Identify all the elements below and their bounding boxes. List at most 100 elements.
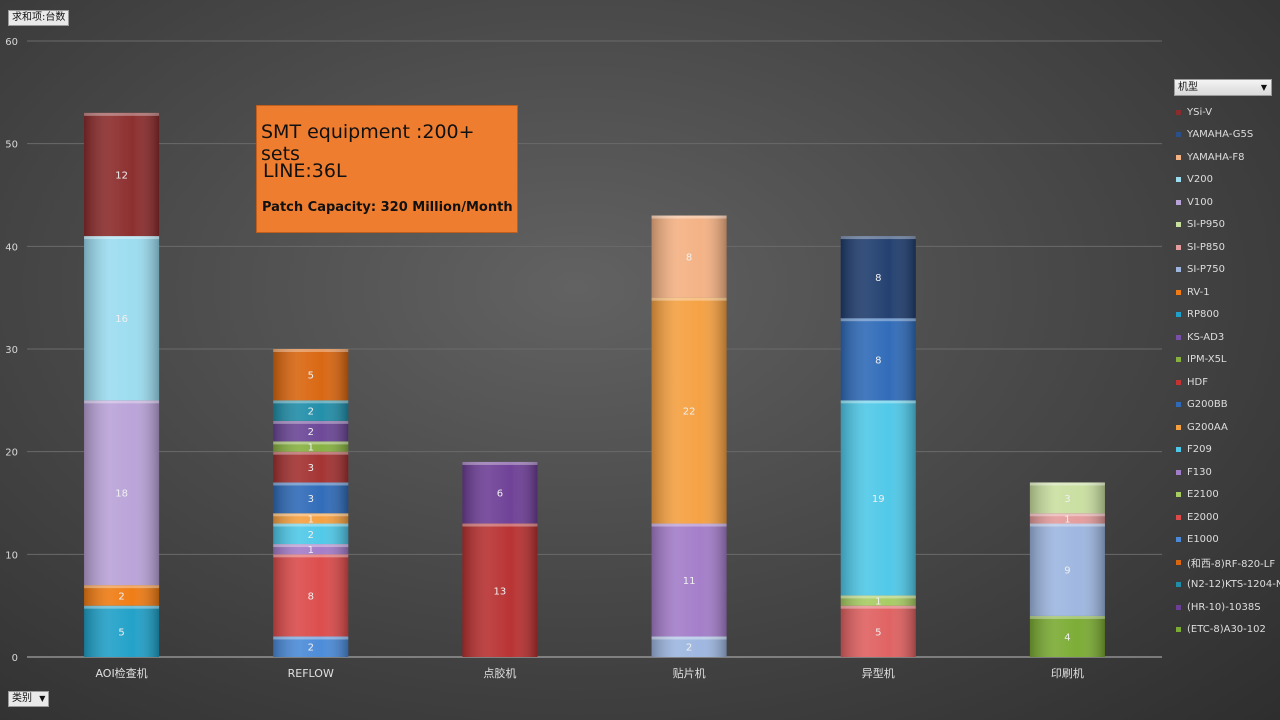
bar-segment-shading	[273, 513, 349, 524]
legend-item: IPM-X5L	[1176, 349, 1280, 372]
legend-item: SI-P850	[1176, 236, 1280, 259]
y-tick-label: 60	[5, 37, 18, 48]
legend-item: SI-P750	[1176, 259, 1280, 282]
bar-segment-highlight	[1029, 523, 1105, 527]
bar-segment-shading	[840, 595, 916, 606]
legend-swatch	[1176, 177, 1181, 183]
legend-item: E2100	[1176, 484, 1280, 507]
legend-swatch	[1176, 312, 1181, 318]
data-label: 8	[875, 273, 881, 284]
legend-swatch	[1176, 627, 1181, 633]
legend-item: YAMAHA-F8	[1176, 146, 1280, 169]
bar-segment-shading	[273, 420, 349, 442]
bar-segment-shading	[840, 236, 916, 319]
legend-item: (HR-10)-1038S	[1176, 596, 1280, 619]
data-label: 8	[875, 355, 881, 366]
data-label: 5	[118, 627, 124, 638]
bar-segment-shading	[273, 636, 349, 657]
legend-item: (和西-8)RF-820-LF	[1176, 551, 1280, 574]
data-label: 1	[1064, 514, 1070, 525]
legend-label: RV-1	[1187, 286, 1210, 298]
legend-swatch	[1176, 492, 1181, 498]
legend-item: E1000	[1176, 529, 1280, 552]
y-tick-label: 20	[5, 448, 18, 459]
legend-label: G200AA	[1187, 421, 1228, 433]
data-label: 1	[308, 443, 314, 454]
legend-label: E2000	[1187, 511, 1219, 523]
legend-swatch	[1176, 514, 1181, 520]
legend-swatch	[1176, 109, 1181, 115]
legend-swatch	[1176, 222, 1181, 228]
legend-label: E2100	[1187, 489, 1219, 501]
legend-item: V100	[1176, 191, 1280, 214]
bar-segment-shading	[273, 349, 349, 401]
legend-label: YAMAHA-F8	[1187, 151, 1245, 163]
legend-item: YSi-V	[1176, 101, 1280, 124]
bar-segment-highlight	[84, 400, 160, 404]
bar-segment-highlight	[273, 513, 349, 517]
legend-swatch	[1176, 447, 1181, 453]
bar-segment-shading	[1029, 523, 1105, 616]
x-tick-label: 印刷机	[1051, 666, 1084, 680]
info-capacity-text: Patch Capacity: 320 Million/Month	[262, 200, 513, 215]
y-tick-label: 0	[12, 653, 18, 664]
bar-segment-highlight	[273, 441, 349, 445]
gridlines	[27, 40, 1162, 658]
legend-item: SI-P950	[1176, 214, 1280, 237]
legend-swatch	[1176, 267, 1181, 273]
data-label: 4	[1064, 632, 1070, 643]
legend-swatch	[1176, 559, 1181, 565]
values-field-button[interactable]: 求和项:台数	[8, 10, 70, 26]
bar-segment-highlight	[273, 482, 349, 486]
legend-label: (和西-8)RF-820-LF	[1187, 558, 1276, 570]
bar-segment-shading	[462, 461, 538, 524]
info-line-text: LINE:36L	[263, 160, 347, 182]
legend-item: (N2-12)KTS-1204-NX	[1176, 574, 1280, 597]
axis-labels: 0 10 20 30 40 50 60 AOI检查机 REFLOW 点胶机 贴片机 异型机 印刷机	[5, 37, 1084, 680]
x-tick-label: 点胶机	[483, 666, 516, 680]
legend-swatch	[1176, 334, 1181, 340]
values-field-label: 求和项:台数	[12, 12, 66, 23]
legend-item: YAMAHA-G5S	[1176, 124, 1280, 147]
legend-label: E1000	[1187, 534, 1219, 546]
bar-segment-shading	[651, 297, 727, 524]
legend-item: RV-1	[1176, 281, 1280, 304]
legend-swatch	[1176, 132, 1181, 138]
data-label: 1	[875, 597, 881, 608]
data-label: 11	[683, 576, 696, 587]
data-label: 5	[308, 371, 314, 382]
category-field-label: 类别	[12, 693, 32, 704]
legend-item: G200AA	[1176, 416, 1280, 439]
bar-segment-highlight	[1029, 615, 1105, 619]
bar-segment-shading	[273, 451, 349, 483]
bar-segment-highlight	[273, 400, 349, 404]
bar-segment-shading	[84, 585, 160, 606]
legend-swatch	[1176, 379, 1181, 385]
data-label: 1	[308, 514, 314, 525]
bar-segment-shading	[84, 605, 160, 657]
legend-label: SI-P750	[1187, 264, 1226, 276]
bar-segment-shading	[651, 215, 727, 298]
bar-segment-highlight	[651, 297, 727, 301]
y-tick-label: 10	[5, 550, 18, 561]
legend-swatch	[1176, 154, 1181, 160]
data-label: 8	[686, 253, 692, 264]
legend-label: (N2-12)KTS-1204-NX	[1187, 579, 1280, 591]
bar-segment-highlight	[462, 461, 538, 465]
legend-swatch	[1176, 199, 1181, 205]
legend-label: HDF	[1187, 376, 1208, 388]
legend-item: HDF	[1176, 371, 1280, 394]
info-equipment-text: SMT equipment :200+ sets	[261, 121, 475, 165]
bar-segment-shading	[273, 523, 349, 545]
legend-swatch	[1176, 402, 1181, 408]
category-field-button[interactable]: 类别 ▼	[8, 691, 50, 707]
data-label: 9	[1064, 566, 1070, 577]
bar-segment-shading	[273, 554, 349, 637]
legend-label: RP800	[1187, 309, 1220, 321]
bar-segment-shading	[840, 605, 916, 657]
bar-segment-highlight	[273, 544, 349, 548]
data-label: 22	[683, 407, 696, 418]
bar-segment-shading	[462, 523, 538, 657]
legend-field-dropdown[interactable]: 机型 ▼	[1174, 79, 1272, 96]
